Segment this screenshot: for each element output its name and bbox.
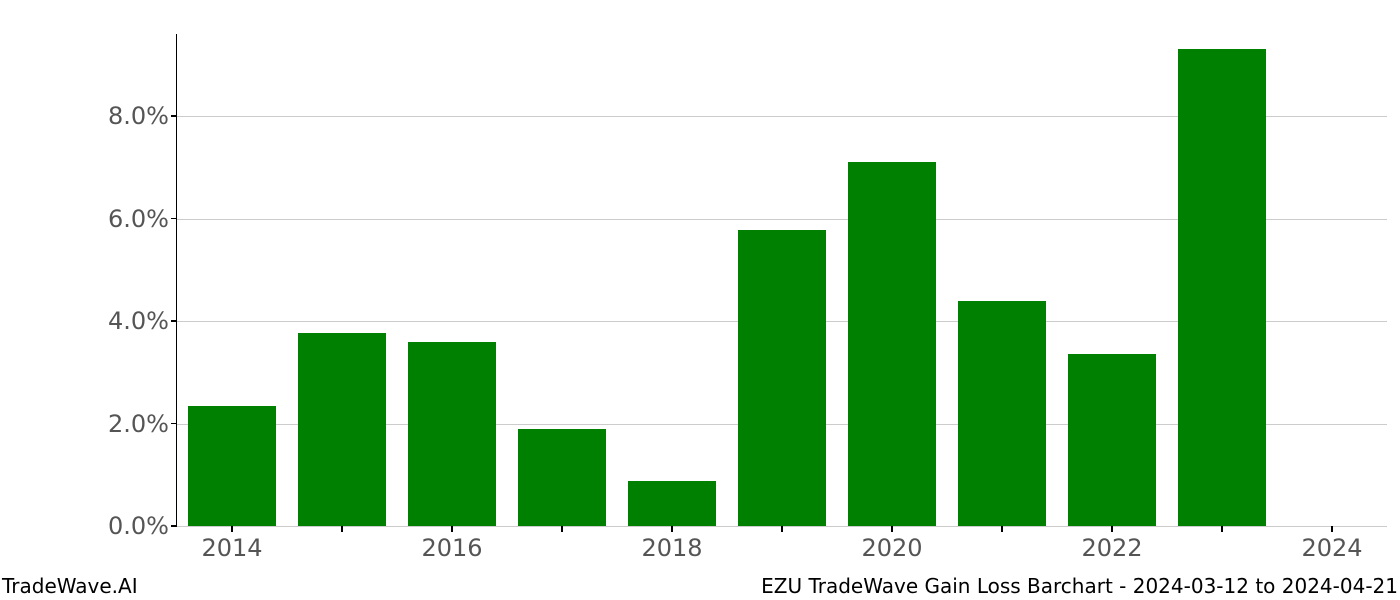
- bar: [188, 406, 276, 526]
- bar: [628, 481, 716, 526]
- x-tick-label: 2022: [1081, 534, 1142, 562]
- x-tick-mark: [341, 526, 343, 532]
- x-tick-mark: [1331, 526, 1333, 532]
- x-tick-mark: [781, 526, 783, 532]
- bar: [408, 342, 496, 526]
- bar: [518, 429, 606, 526]
- y-tick-mark: [171, 218, 177, 220]
- x-tick-label: 2016: [421, 534, 482, 562]
- bar: [738, 230, 826, 526]
- x-tick-label: 2024: [1301, 534, 1362, 562]
- x-tick-mark: [1221, 526, 1223, 532]
- plot-area: 0.0%2.0%4.0%6.0%8.0%20142016201820202022…: [176, 34, 1387, 527]
- x-tick-mark: [671, 526, 673, 532]
- y-tick-label: 8.0%: [108, 102, 169, 130]
- y-tick-mark: [171, 115, 177, 117]
- x-tick-mark: [1001, 526, 1003, 532]
- bar: [958, 301, 1046, 527]
- bar: [298, 333, 386, 526]
- x-tick-mark: [1111, 526, 1113, 532]
- x-tick-label: 2014: [201, 534, 262, 562]
- x-tick-label: 2020: [861, 534, 922, 562]
- x-tick-mark: [231, 526, 233, 532]
- y-tick-mark: [171, 423, 177, 425]
- x-tick-mark: [891, 526, 893, 532]
- footer-right-text: EZU TradeWave Gain Loss Barchart - 2024-…: [761, 574, 1398, 598]
- x-tick-label: 2018: [641, 534, 702, 562]
- y-tick-mark: [171, 525, 177, 527]
- bar: [1178, 49, 1266, 526]
- footer-left-text: TradeWave.AI: [2, 574, 138, 598]
- x-tick-mark: [561, 526, 563, 532]
- y-tick-label: 0.0%: [108, 512, 169, 540]
- bar: [1068, 354, 1156, 526]
- y-tick-label: 4.0%: [108, 307, 169, 335]
- y-tick-label: 6.0%: [108, 205, 169, 233]
- y-tick-mark: [171, 320, 177, 322]
- y-tick-label: 2.0%: [108, 410, 169, 438]
- bar: [848, 162, 936, 526]
- x-tick-mark: [451, 526, 453, 532]
- chart-container: 0.0% 2.0% 4.0% 6.0% 8.0% 2014 2016 2018 2020 2022…: [0, 0, 1400, 600]
